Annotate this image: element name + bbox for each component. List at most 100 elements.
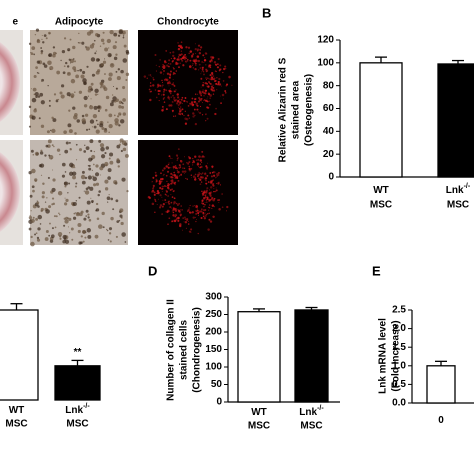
texture <box>218 201 220 203</box>
texture <box>68 109 71 112</box>
texture <box>97 58 100 62</box>
texture <box>205 166 209 169</box>
texture <box>51 187 56 192</box>
texture <box>48 54 51 57</box>
texture <box>193 108 196 111</box>
y-tick-label: 0.0 <box>392 398 406 409</box>
texture <box>200 86 202 88</box>
y-tick-label: 80 <box>323 80 335 91</box>
texture <box>159 71 163 74</box>
texture <box>176 99 178 101</box>
texture <box>91 169 93 172</box>
texture <box>67 48 71 52</box>
texture <box>188 207 190 209</box>
y-axis-label: Lnk mRNA level <box>378 318 389 394</box>
texture <box>211 56 215 59</box>
texture <box>100 147 105 152</box>
texture <box>168 155 171 158</box>
texture <box>111 94 114 96</box>
texture <box>58 212 60 215</box>
texture <box>171 196 174 199</box>
texture <box>175 165 177 167</box>
texture <box>155 179 158 183</box>
texture <box>114 41 118 44</box>
texture <box>194 47 197 51</box>
texture <box>28 105 32 109</box>
texture <box>219 184 222 186</box>
y-tick-label: 150 <box>205 344 222 355</box>
texture <box>203 172 207 176</box>
texture <box>85 46 90 51</box>
texture <box>165 50 168 52</box>
texture <box>210 58 213 61</box>
texture <box>162 90 165 93</box>
texture <box>159 84 162 87</box>
texture <box>168 80 171 83</box>
texture <box>172 71 175 74</box>
x-tick-label: MSC <box>370 200 392 211</box>
texture <box>176 169 178 172</box>
texture <box>183 170 187 173</box>
texture <box>114 118 119 123</box>
texture <box>162 93 165 96</box>
texture <box>205 213 208 216</box>
texture <box>168 98 171 100</box>
texture <box>49 239 54 243</box>
texture <box>188 117 190 119</box>
texture <box>34 108 37 111</box>
texture <box>164 199 167 201</box>
texture <box>187 210 189 212</box>
texture <box>105 95 110 100</box>
texture <box>62 239 66 244</box>
texture <box>46 197 48 199</box>
texture <box>212 184 215 187</box>
texture <box>161 205 164 208</box>
texture <box>104 58 106 60</box>
texture <box>170 201 173 204</box>
texture <box>194 67 197 71</box>
texture <box>182 163 185 166</box>
texture <box>64 239 70 244</box>
texture <box>37 205 40 208</box>
texture <box>201 71 203 73</box>
texture <box>84 144 86 146</box>
texture <box>196 211 198 213</box>
texture <box>180 41 183 44</box>
texture <box>215 70 217 73</box>
texture <box>192 67 194 69</box>
texture <box>72 45 76 50</box>
texture <box>41 34 43 36</box>
texture <box>120 141 122 144</box>
texture <box>102 31 105 34</box>
texture <box>34 233 37 236</box>
texture <box>212 93 215 95</box>
texture <box>202 211 205 214</box>
texture <box>205 182 207 185</box>
texture <box>206 85 208 87</box>
texture <box>61 174 66 178</box>
texture <box>198 155 201 158</box>
texture <box>222 71 224 74</box>
texture <box>177 208 179 210</box>
category-sup: -/- <box>317 405 324 412</box>
texture <box>170 194 172 196</box>
texture <box>59 153 61 156</box>
y-axis-label: (Chondrogenesis) <box>192 307 203 393</box>
texture <box>45 37 48 40</box>
texture <box>77 42 80 44</box>
texture <box>48 205 52 209</box>
texture <box>198 63 201 66</box>
texture <box>94 234 99 239</box>
texture <box>177 157 179 159</box>
texture <box>177 148 180 151</box>
texture <box>188 167 191 171</box>
texture <box>40 52 43 55</box>
texture <box>173 207 175 209</box>
texture <box>63 65 66 68</box>
texture <box>195 220 197 223</box>
texture <box>165 190 168 193</box>
texture <box>174 215 176 218</box>
texture <box>35 66 38 69</box>
texture <box>90 88 94 91</box>
texture <box>56 70 61 75</box>
